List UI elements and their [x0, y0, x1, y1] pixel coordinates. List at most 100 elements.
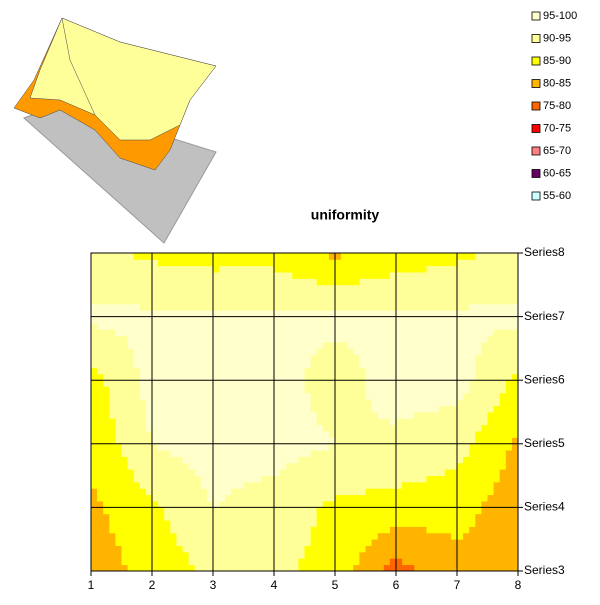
contour-cell — [274, 354, 281, 362]
contour-cell — [152, 551, 159, 559]
contour-cell — [389, 424, 397, 432]
contour-cell — [408, 399, 415, 407]
contour-cell — [469, 494, 476, 502]
contour-cell — [463, 475, 470, 483]
contour-cell — [463, 316, 470, 324]
contour-cell — [200, 539, 208, 546]
contour-cell — [255, 494, 263, 502]
contour-cell — [487, 392, 494, 400]
contour-cell — [267, 431, 275, 438]
contour-cell — [188, 253, 196, 260]
contour-cell — [170, 253, 177, 260]
contour-cell — [194, 348, 202, 356]
contour-cell — [152, 418, 159, 426]
contour-cell — [389, 443, 397, 451]
contour-cell — [298, 342, 305, 349]
contour-cell — [493, 494, 501, 502]
contour-cell — [383, 303, 391, 311]
contour-cell — [396, 469, 403, 476]
contour-cell — [115, 316, 122, 324]
contour-cell — [261, 253, 269, 260]
contour-cell — [316, 424, 324, 432]
contour-cell — [457, 526, 464, 534]
contour-cell — [158, 532, 165, 540]
contour-cell — [225, 424, 232, 432]
contour-cell — [243, 342, 250, 349]
contour-cell — [249, 494, 257, 502]
contour-cell — [298, 545, 305, 553]
contour-cell — [170, 481, 177, 489]
contour-cell — [420, 545, 427, 553]
contour-cell — [426, 297, 433, 305]
contour-cell — [420, 265, 427, 273]
contour-cell — [377, 297, 385, 305]
contour-cell — [371, 475, 379, 483]
contour-cell — [487, 462, 494, 470]
contour-cell — [469, 539, 476, 546]
contour-cell — [145, 488, 153, 496]
contour-cell — [444, 456, 452, 464]
contour-cell — [505, 297, 513, 305]
contour-cell — [170, 450, 177, 457]
contour-cell — [359, 392, 366, 400]
contour-cell — [347, 329, 354, 337]
chart-title: uniformity — [311, 207, 380, 223]
contour-cell — [328, 558, 336, 566]
contour-cell — [292, 501, 299, 508]
contour-cell — [200, 354, 208, 362]
contour-cell — [396, 494, 403, 502]
contour-cell — [255, 399, 263, 407]
contour-cell — [176, 443, 183, 451]
contour-cell — [249, 405, 257, 413]
contour-cell — [426, 329, 433, 337]
contour-cell — [274, 284, 281, 292]
contour-cell — [152, 469, 159, 476]
contour-cell — [402, 284, 409, 292]
contour-cell — [170, 551, 177, 559]
contour-cell — [286, 297, 293, 305]
contour-cell — [158, 526, 165, 534]
contour-cell — [225, 399, 232, 407]
contour-cell — [219, 386, 226, 394]
contour-cell — [475, 380, 482, 387]
contour-cell — [109, 322, 116, 330]
contour-cell — [463, 322, 470, 330]
contour-cell — [335, 437, 342, 445]
contour-cell — [487, 342, 494, 349]
contour-cell — [322, 291, 330, 298]
contour-cell — [328, 551, 336, 559]
contour-cell — [316, 412, 324, 419]
contour-cell — [328, 303, 336, 311]
contour-cell — [206, 513, 214, 521]
contour-cell — [450, 259, 458, 267]
contour-cell — [194, 443, 202, 451]
contour-cell — [115, 526, 122, 534]
contour-cell — [231, 405, 238, 413]
contour-cell — [152, 303, 159, 311]
contour-cell — [328, 412, 336, 419]
contour-cell — [145, 424, 153, 432]
contour-cell — [255, 272, 263, 279]
contour-cell — [176, 412, 183, 419]
contour-cell — [97, 412, 104, 419]
contour-cell — [493, 513, 501, 521]
contour-cell — [347, 361, 354, 368]
contour-cell — [335, 507, 342, 515]
contour-cell — [298, 488, 305, 496]
contour-cell — [213, 558, 220, 566]
contour-cell — [219, 291, 226, 298]
contour-cell — [457, 532, 464, 540]
contour-cell — [261, 520, 269, 527]
contour-cell — [182, 322, 189, 330]
contour-cell — [97, 481, 104, 489]
contour-cell — [414, 475, 421, 483]
contour-cell — [511, 361, 519, 368]
contour-cell — [402, 424, 409, 432]
contour-cell — [414, 564, 421, 572]
contour-cell — [328, 335, 336, 343]
contour-cell — [499, 437, 507, 445]
contour-cell — [298, 399, 305, 407]
contour-cell — [469, 329, 476, 337]
contour-cell — [347, 342, 354, 349]
contour-cell — [493, 386, 501, 394]
